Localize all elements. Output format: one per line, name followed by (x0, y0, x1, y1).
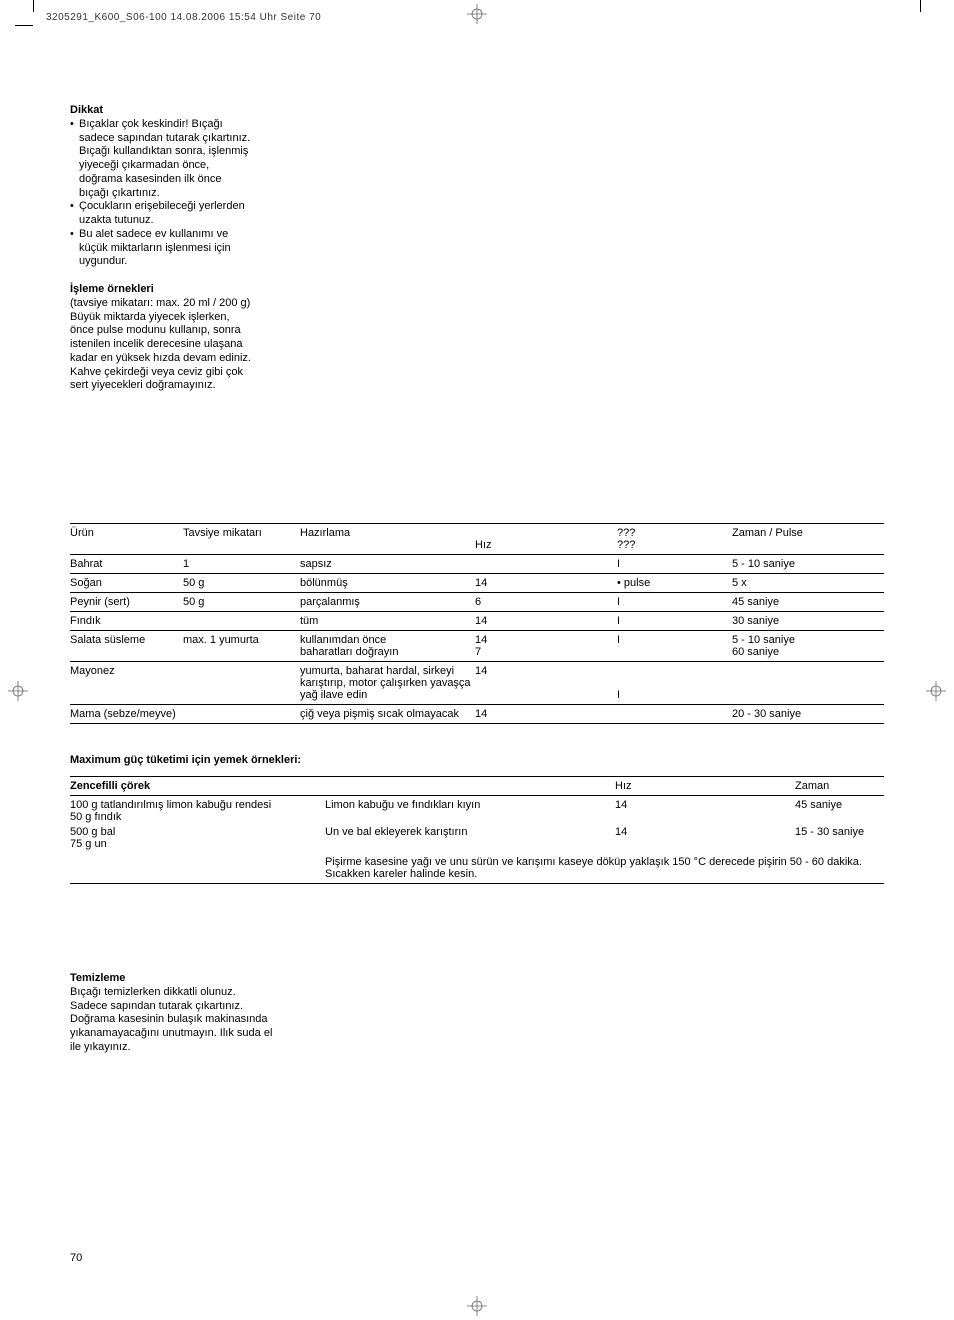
th-tavsiye: Tavsiye mikatarı (183, 524, 300, 555)
dikkat-list: Bıçaklar çok keskindir! Bıçağı sadece sa… (70, 118, 254, 269)
isleme-body: Büyük miktarda yiyecek işlerken, önce pu… (70, 311, 254, 394)
recipe-table: Zencefilli çörek Hız Zaman 100 g tatland… (70, 776, 884, 884)
page-content: Dikkat Bıçaklar çok keskindir! Bıçağı sa… (36, 36, 918, 1284)
text-column: Dikkat Bıçaklar çok keskindir! Bıçağı sa… (70, 104, 254, 393)
table-row: Peynir (sert) 50 g parçalanmış 6 I 45 sa… (70, 593, 884, 612)
print-header: 3205291_K600_S06-100 14.08.2006 15:54 Uh… (46, 12, 321, 23)
table-row: Mayonez yumurta, baharat hardal, sirkeyi… (70, 662, 884, 705)
registration-mark-icon (8, 681, 28, 701)
list-item: Çocukların erişebileceği yerlerden uzakt… (70, 200, 254, 228)
table-row: 500 g bal 75 g un Un ve bal ekleyerek ka… (70, 826, 884, 853)
th-hiz: Hız (475, 524, 617, 555)
list-item: Bıçaklar çok keskindir! Bıçağı sadece sa… (70, 118, 254, 201)
isleme-heading: İşleme örnekleri (70, 283, 254, 297)
list-item: Bu alet sadece ev kullanımı ve küçük mik… (70, 228, 254, 269)
crop-tick-left (15, 25, 33, 26)
th-hazirlama: Hazırlama (300, 524, 475, 555)
page-number: 70 (70, 1252, 82, 1264)
table-row: Fındık tüm 14 I 30 saniye (70, 612, 884, 631)
temizleme-heading: Temizleme (70, 972, 274, 986)
table-row: Salata süsleme max. 1 yumurta kullanımda… (70, 631, 884, 662)
th-recipe: Zencefilli çörek (70, 777, 325, 796)
th-zaman: Zaman (795, 777, 884, 796)
th-zaman: Zaman / Pulse (732, 524, 884, 555)
table-row: Pişirme kasesine yağı ve unu sürün ve ka… (70, 853, 884, 884)
th-hiz: Hız (615, 777, 795, 796)
registration-mark-icon (467, 1296, 487, 1316)
dikkat-heading: Dikkat (70, 104, 254, 118)
th-q: ?????? (617, 524, 732, 555)
table-row: 100 g tatlandırılmış limon kabuğu rendes… (70, 796, 884, 827)
max-heading: Maximum güç tüketimi için yemek örnekler… (70, 754, 884, 766)
registration-mark-icon (467, 4, 487, 24)
cleaning-section: Temizleme Bıçağı temizlerken dikkatli ol… (70, 972, 274, 1055)
registration-mark-icon (926, 681, 946, 701)
temizleme-body: Bıçağı temizlerken dikkatli olunuz. Sade… (70, 986, 274, 1055)
tables-section: Ürün Tavsiye mikatarı Hazırlama Hız ????… (70, 523, 884, 1055)
table-row: Mama (sebze/meyve) çiğ veya pişmiş sıcak… (70, 705, 884, 724)
table-row: Soğan 50 g bölünmüş 14 • pulse 5 x (70, 574, 884, 593)
th-urun: Ürün (70, 524, 183, 555)
processing-table: Ürün Tavsiye mikatarı Hazırlama Hız ????… (70, 523, 884, 724)
table-row: Bahrat 1 sapsız I 5 - 10 saniye (70, 555, 884, 574)
isleme-note: (tavsiye mikatarı: max. 20 ml / 200 g) (70, 297, 254, 311)
